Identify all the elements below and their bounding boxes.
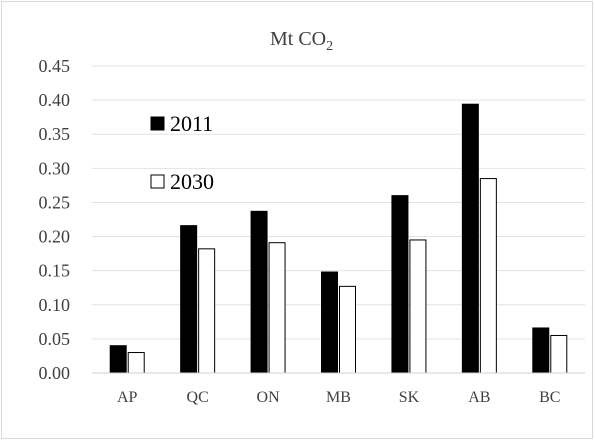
- legend-label-2011: 2011: [170, 111, 213, 136]
- chart-title-subscript: 2: [326, 39, 333, 54]
- x-tick-label: ON: [257, 389, 281, 406]
- y-tick-label: 0.45: [39, 56, 71, 76]
- bar-2011-MB: [321, 271, 338, 374]
- bar-2030-BC: [550, 334, 568, 374]
- bar-2030-AB: [479, 178, 497, 374]
- bar-2011-AP: [109, 345, 127, 374]
- y-tick-label: 0.20: [39, 227, 71, 247]
- y-tick-label: 0.15: [39, 261, 71, 281]
- y-tick-label: 0.40: [39, 90, 71, 110]
- legend: 2011 2030: [150, 111, 214, 194]
- bar-2011-ON: [250, 210, 268, 374]
- bar-2011-BC: [532, 327, 550, 374]
- chart-title-main: Mt CO: [270, 28, 326, 50]
- y-axis: 0.00 0.05 0.10 0.15 0.20 0.25 0.30 0.35 0.40 0.45: [39, 56, 71, 383]
- y-tick-label: 0.00: [39, 363, 71, 383]
- x-tick-label: SK: [399, 389, 420, 406]
- y-tick-label: 0.35: [39, 124, 71, 144]
- legend-swatch-2011: [150, 116, 165, 131]
- bar-2011-QC: [180, 225, 198, 374]
- y-tick-label: 0.05: [39, 329, 71, 349]
- bar-2030-QC: [198, 248, 216, 374]
- y-tick-label: 0.25: [39, 192, 71, 212]
- x-axis: AP QC ON MB SK AB BC: [92, 372, 585, 406]
- x-tick-label: BC: [539, 389, 560, 406]
- chart-title: Mt CO2: [270, 28, 333, 54]
- bars: [109, 103, 568, 374]
- bar-2011-SK: [391, 195, 409, 374]
- x-tick-label: AP: [117, 389, 138, 406]
- bar-2030-AP: [127, 352, 145, 374]
- x-tick-label: AB: [468, 389, 490, 406]
- gridlines: [92, 65, 585, 340]
- legend-swatch-2030: [150, 174, 165, 189]
- bar-2030-SK: [409, 239, 427, 374]
- legend-label-2030: 2030: [170, 169, 214, 194]
- bar-2011-AB: [461, 103, 479, 374]
- x-tick-label: QC: [187, 389, 209, 406]
- y-tick-label: 0.10: [39, 295, 71, 315]
- y-tick-label: 0.30: [39, 158, 71, 178]
- bar-2030-ON: [268, 242, 286, 374]
- bar-2030-MB: [339, 285, 356, 374]
- x-tick-label: MB: [326, 389, 351, 406]
